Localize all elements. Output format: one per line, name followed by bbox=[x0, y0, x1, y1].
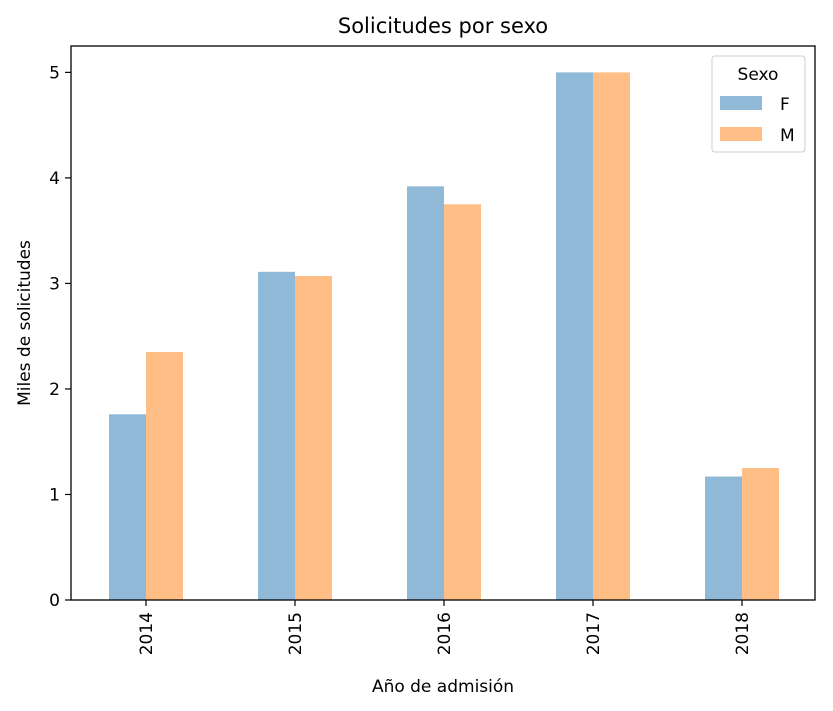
legend-label-m: M bbox=[780, 126, 795, 146]
x-tick-label: 2015 bbox=[286, 612, 306, 655]
y-tick-label: 1 bbox=[49, 485, 60, 505]
x-tick-label: 2014 bbox=[137, 612, 157, 655]
y-tick-label: 0 bbox=[49, 591, 60, 611]
bar-2018-m bbox=[742, 468, 779, 600]
bar-2017-m bbox=[593, 72, 630, 600]
y-tick-label: 2 bbox=[49, 380, 60, 400]
bar-2015-f bbox=[258, 271, 295, 600]
bar-2015-m bbox=[295, 276, 332, 600]
legend-label-f: F bbox=[780, 95, 790, 115]
x-tick-label: 2017 bbox=[584, 612, 604, 655]
bar-2016-m bbox=[444, 204, 481, 601]
bar-2014-f bbox=[109, 414, 146, 600]
bar-2018-f bbox=[705, 476, 742, 600]
plot-frame bbox=[70, 45, 816, 601]
legend-swatch-f bbox=[720, 96, 762, 110]
x-axis-label: Año de admisión bbox=[372, 677, 514, 697]
legend-title: Sexo bbox=[738, 65, 779, 85]
legend: Sexo F M bbox=[711, 55, 806, 153]
y-tick-label: 5 bbox=[49, 63, 60, 83]
chart-title: Solicitudes por sexo bbox=[338, 14, 548, 38]
x-tick-label: 2016 bbox=[435, 612, 455, 655]
bar-2014-m bbox=[146, 352, 183, 600]
x-tick-label: 2018 bbox=[733, 612, 753, 655]
y-axis-label: Miles de solicitudes bbox=[15, 240, 35, 406]
y-tick-label: 3 bbox=[49, 274, 60, 294]
bars-group bbox=[109, 72, 779, 601]
bar-2016-f bbox=[407, 186, 444, 600]
legend-swatch-m bbox=[720, 127, 762, 141]
y-tick-label: 4 bbox=[49, 169, 60, 189]
x-axis-ticks: 2014 2015 2016 2017 2018 bbox=[137, 600, 753, 655]
y-axis-ticks: 0 1 2 3 4 5 bbox=[49, 63, 71, 611]
bar-2017-f bbox=[556, 72, 593, 600]
